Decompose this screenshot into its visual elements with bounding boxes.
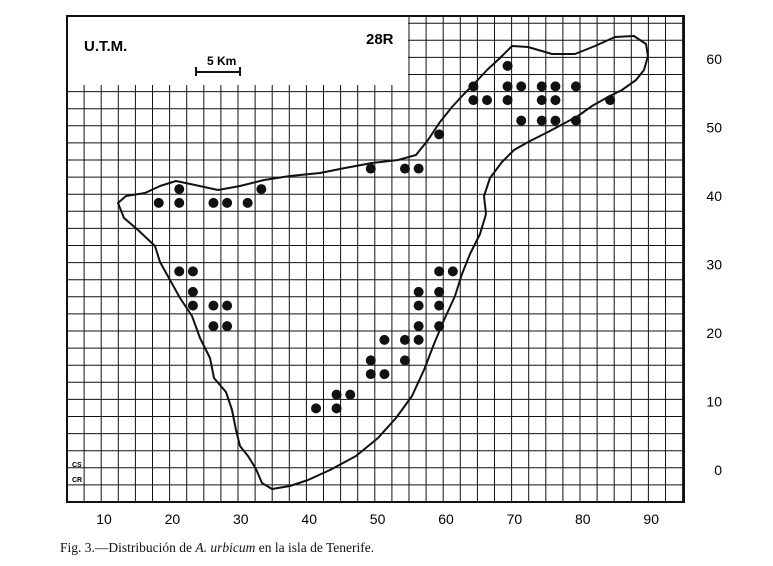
x-tick-label: 30 — [233, 511, 249, 527]
record-dot — [256, 184, 267, 195]
record-dot — [208, 197, 219, 208]
y-tick-label: 60 — [706, 51, 722, 67]
y-tick-label: 0 — [714, 462, 722, 478]
record-dot — [331, 389, 342, 400]
record-dot — [413, 286, 424, 297]
x-tick-label: 20 — [165, 511, 181, 527]
record-dot — [434, 266, 445, 277]
record-dot — [174, 197, 185, 208]
record-dot — [174, 266, 185, 277]
title-box — [68, 17, 408, 85]
x-tick-label: 10 — [96, 511, 112, 527]
record-dot — [570, 81, 581, 92]
y-tick-label: 40 — [706, 188, 722, 204]
zone-label: 28R — [366, 31, 394, 48]
record-dot — [550, 95, 561, 106]
record-dot — [502, 60, 513, 71]
record-dot — [468, 81, 479, 92]
record-dot — [502, 81, 513, 92]
y-tick-label: 50 — [706, 120, 722, 136]
record-dot — [174, 184, 185, 195]
y-tick-label: 20 — [706, 325, 722, 341]
y-tick-label: 10 — [706, 394, 722, 410]
record-dot — [208, 321, 219, 332]
x-tick-label: 60 — [438, 511, 454, 527]
caption-suffix: en la isla de Tenerife. — [255, 540, 375, 555]
x-tick-label: 40 — [301, 511, 317, 527]
record-dot — [434, 286, 445, 297]
record-dot — [153, 197, 164, 208]
record-dot — [222, 321, 233, 332]
record-dot — [536, 81, 547, 92]
y-axis-ticks: 0 10 20 30 40 50 60 — [706, 51, 722, 478]
utm-label: U.T.M. — [84, 38, 127, 55]
record-dot — [550, 81, 561, 92]
caption-prefix: Fig. 3.—Distribución de — [60, 540, 196, 555]
margin-label-cs: CS — [72, 462, 82, 469]
x-tick-label: 70 — [507, 511, 523, 527]
caption-species: A. urbicum — [195, 540, 256, 555]
record-dot — [208, 300, 219, 311]
x-tick-label: 80 — [575, 511, 591, 527]
x-tick-label: 90 — [643, 511, 659, 527]
record-dot — [379, 369, 390, 380]
map-frame — [66, 15, 685, 503]
record-dot — [502, 95, 513, 106]
scale-bar — [195, 67, 241, 76]
record-dot — [550, 115, 561, 126]
record-dot — [242, 197, 253, 208]
record-dot — [331, 403, 342, 414]
record-dot — [413, 300, 424, 311]
record-dot — [222, 300, 233, 311]
record-dot — [605, 95, 616, 106]
record-dot — [434, 300, 445, 311]
record-dots — [153, 60, 616, 414]
record-dot — [447, 266, 458, 277]
record-dot — [413, 334, 424, 345]
record-dot — [570, 115, 581, 126]
record-dot — [536, 115, 547, 126]
record-dot — [516, 115, 527, 126]
record-dot — [365, 163, 376, 174]
record-dot — [365, 355, 376, 366]
figure-caption: Fig. 3.—Distribución de A. urbicum en la… — [60, 540, 374, 556]
x-tick-label: 50 — [370, 511, 386, 527]
y-tick-label: 30 — [706, 257, 722, 273]
record-dot — [516, 81, 527, 92]
island-outline-tenerife — [117, 35, 649, 490]
record-dot — [379, 334, 390, 345]
record-dot — [413, 163, 424, 174]
record-dot — [345, 389, 356, 400]
record-dot — [222, 197, 233, 208]
record-dot — [468, 95, 479, 106]
record-dot — [311, 403, 322, 414]
record-dot — [187, 266, 198, 277]
record-dot — [399, 163, 410, 174]
record-dot — [536, 95, 547, 106]
record-dot — [365, 369, 376, 380]
record-dot — [399, 334, 410, 345]
record-dot — [434, 321, 445, 332]
x-axis-ticks: 10 20 30 40 50 60 70 80 90 — [96, 511, 659, 527]
record-dot — [399, 355, 410, 366]
record-dot — [434, 129, 445, 140]
scale-label: 5 Km — [207, 54, 236, 68]
record-dot — [187, 300, 198, 311]
record-dot — [413, 321, 424, 332]
record-dot — [482, 95, 493, 106]
record-dot — [187, 286, 198, 297]
margin-label-cr: CR — [72, 477, 82, 484]
